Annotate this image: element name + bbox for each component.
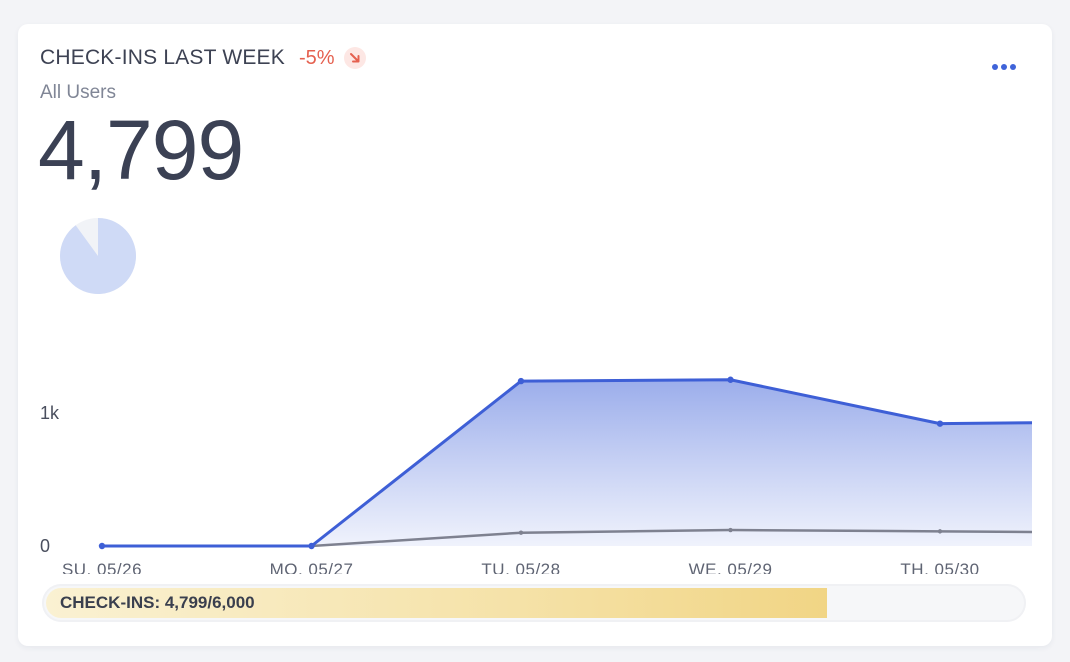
data-point — [727, 376, 734, 383]
x-tick-label: TU, 05/28 — [481, 560, 560, 574]
x-tick-label: MO, 05/27 — [270, 560, 354, 574]
pie-indicator — [60, 218, 136, 294]
data-point — [517, 377, 525, 385]
y-tick-label: 1k — [40, 403, 60, 423]
pie-slice — [60, 218, 136, 294]
data-point — [518, 530, 524, 535]
data-point — [308, 542, 315, 550]
series-line — [102, 378, 1032, 548]
progress-label: CHECK-INS: 4,799/6,000 — [60, 593, 255, 612]
trend-down-arrow-icon — [343, 47, 366, 69]
y-tick-label: 0 — [40, 536, 50, 556]
card-header: CHECK-INS LAST WEEK -5% — [40, 46, 366, 70]
total-checkins: 4,799 — [38, 103, 244, 197]
data-point — [937, 529, 943, 534]
checkins-card: CHECK-INS LAST WEEK -5% All Users 4,799 … — [18, 24, 1052, 646]
checkins-chart: 0 1k SU, 05/26 MO, 05/27 TU, 05/28 WE, 05/29 T… — [40, 376, 1032, 574]
checkins-progress-bar: CHECK-INS: 4,799/6,000 — [42, 584, 1026, 622]
x-tick-label: TH, 05/30 — [900, 560, 979, 574]
x-tick-label: WE, 05/29 — [689, 560, 773, 574]
more-options-icon[interactable] — [992, 64, 1016, 70]
data-point — [98, 542, 106, 550]
card-subtitle: All Users — [40, 82, 117, 103]
card-title: CHECK-INS LAST WEEK — [40, 46, 285, 69]
series-area — [102, 379, 1032, 546]
progress-fill — [46, 588, 827, 618]
delta-value: -5% — [298, 46, 335, 69]
x-tick-label: SU, 05/26 — [62, 560, 142, 574]
data-point — [728, 527, 733, 533]
data-point — [936, 420, 944, 427]
